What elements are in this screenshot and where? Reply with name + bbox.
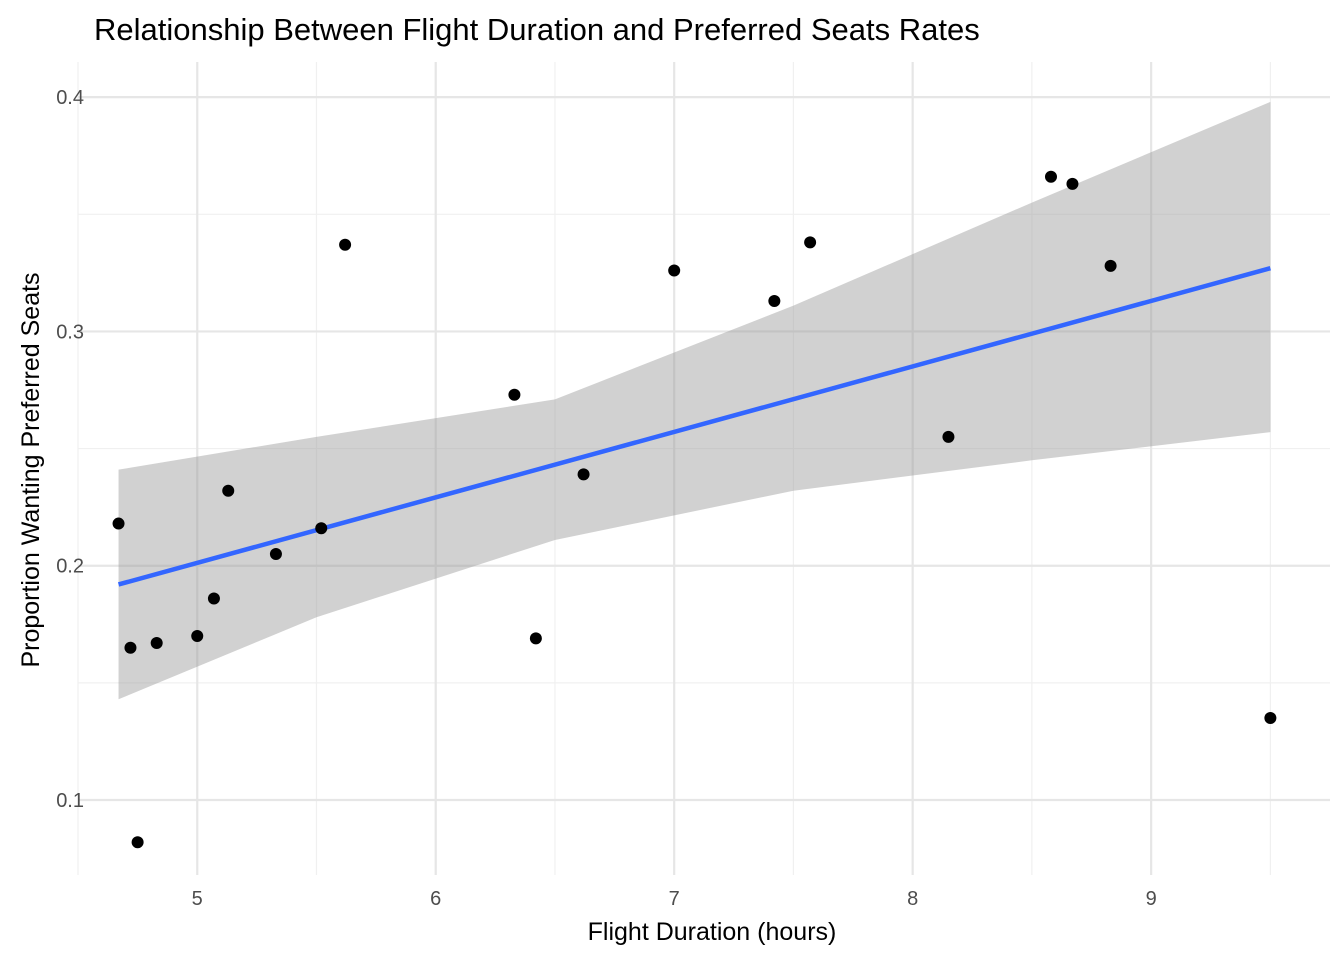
fit-line-layer (117, 266, 1271, 587)
y-axis-ticks: 0.1 0.2 0.3 0.4 (56, 87, 84, 812)
data-point (577, 468, 590, 481)
data-point (942, 430, 955, 443)
data-point (315, 522, 328, 535)
data-point (529, 632, 542, 645)
data-point (191, 630, 204, 643)
y-tick-label: 0.4 (56, 87, 84, 109)
y-axis-title: Proportion Wanting Preferred Seats (17, 272, 45, 667)
data-point (222, 484, 235, 497)
data-point (1104, 259, 1117, 272)
data-point (1264, 712, 1277, 725)
data-point (207, 592, 220, 605)
x-axis-ticks: 5 6 7 8 9 (192, 888, 1157, 910)
data-point (1044, 170, 1057, 183)
data-point (768, 294, 781, 307)
data-point (269, 548, 282, 561)
x-tick-label: 5 (192, 888, 203, 910)
data-point (339, 238, 352, 251)
plot-grid (77, 62, 1330, 875)
data-point (804, 236, 817, 249)
confidence-band (118, 101, 1271, 700)
x-axis-title: Flight Duration (hours) (588, 918, 837, 946)
data-point (131, 836, 144, 849)
data-point (112, 517, 125, 530)
confidence-band-layer (118, 101, 1271, 700)
data-points-layer (112, 170, 1277, 849)
data-point (508, 388, 521, 401)
data-point (1066, 177, 1079, 190)
y-tick-label: 0.2 (56, 556, 84, 578)
chart-title: Relationship Between Flight Duration and… (94, 12, 980, 47)
x-tick-label: 6 (430, 888, 441, 910)
x-tick-label: 7 (669, 888, 680, 910)
y-tick-label: 0.1 (56, 790, 84, 812)
x-tick-label: 8 (907, 888, 918, 910)
y-tick-label: 0.3 (56, 321, 84, 343)
data-point (150, 637, 163, 650)
data-point (668, 264, 681, 277)
regression-line (117, 266, 1271, 587)
x-tick-label: 9 (1146, 888, 1157, 910)
data-point (124, 641, 137, 654)
